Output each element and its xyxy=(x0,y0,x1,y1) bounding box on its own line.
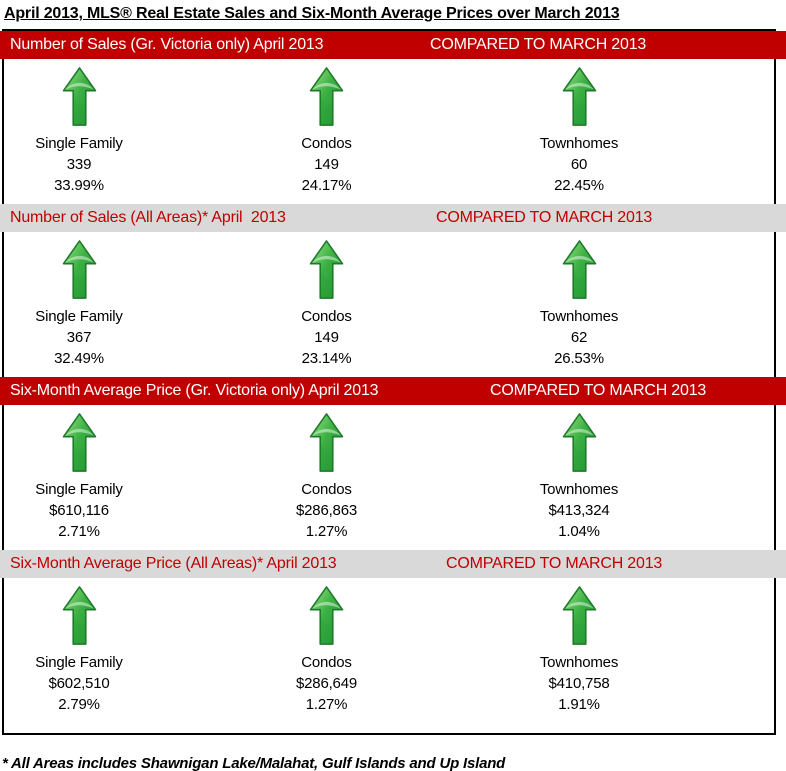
up-arrow-icon xyxy=(499,66,659,130)
stat-label: Single Family xyxy=(35,481,123,498)
up-arrow-icon xyxy=(154,585,499,649)
compared-label: COMPARED TO MARCH 2013 xyxy=(430,36,647,53)
section-title: Number of Sales (All Areas)* April 2013 xyxy=(10,209,286,226)
stat-change: 26.53% xyxy=(554,350,604,367)
stat-change: 2.71% xyxy=(58,523,100,540)
section-title: Six-Month Average Price (Gr. Victoria on… xyxy=(10,382,379,399)
stat-value: 62 xyxy=(570,329,588,346)
stat-column-single-family: Single Family $610,116 2.71% xyxy=(4,412,154,542)
footnote: * All Areas includes Shawnigan Lake/Mala… xyxy=(2,755,506,771)
stat-label: Condos xyxy=(301,135,352,152)
stat-value: 367 xyxy=(66,329,92,346)
section-body: Single Family $602,510 2.79% Condos $286… xyxy=(4,578,774,733)
stat-column-single-family: Single Family 339 33.99% xyxy=(4,66,154,196)
stat-value: 60 xyxy=(570,156,588,173)
section-body: Single Family 367 32.49% Condos 149 23.1… xyxy=(4,232,774,377)
stat-change: 33.99% xyxy=(54,177,104,194)
stat-column-townhomes: Townhomes 60 22.45% xyxy=(499,66,659,196)
stat-value: 149 xyxy=(314,329,339,346)
stat-change: 32.49% xyxy=(54,350,104,367)
section-body: Single Family $610,116 2.71% Condos $286… xyxy=(4,405,774,550)
stat-value: $413,324 xyxy=(548,502,610,519)
stat-label: Townhomes xyxy=(539,308,619,325)
stat-label: Condos xyxy=(301,308,352,325)
up-arrow-icon xyxy=(499,239,659,303)
stat-column-townhomes: Townhomes $410,758 1.91% xyxy=(499,585,659,715)
stat-change: 24.17% xyxy=(301,177,352,194)
stat-column-townhomes: Townhomes 62 26.53% xyxy=(499,239,659,369)
stat-value: 149 xyxy=(314,156,339,173)
stat-change: 1.04% xyxy=(558,523,600,540)
stat-value: $602,510 xyxy=(48,675,110,692)
stat-change: 22.45% xyxy=(554,177,604,194)
stat-column-condos: Condos $286,649 1.27% xyxy=(154,585,499,715)
up-arrow-icon xyxy=(154,66,499,130)
stat-label: Single Family xyxy=(35,135,123,152)
up-arrow-icon xyxy=(4,412,154,476)
stat-value: $610,116 xyxy=(49,502,109,519)
stat-value: $286,863 xyxy=(296,502,357,519)
compared-label: COMPARED TO MARCH 2013 xyxy=(446,555,663,572)
stat-column-single-family: Single Family $602,510 2.79% xyxy=(4,585,154,715)
stat-change: 1.91% xyxy=(558,696,600,713)
stat-column-single-family: Single Family 367 32.49% xyxy=(4,239,154,369)
stat-label: Townhomes xyxy=(539,654,619,671)
stat-column-condos: Condos $286,863 1.27% xyxy=(154,412,499,542)
section-header-sales-victoria: Number of Sales (Gr. Victoria only) Apri… xyxy=(0,31,786,59)
stat-value: $410,758 xyxy=(548,675,610,692)
section-title: Number of Sales (Gr. Victoria only) Apri… xyxy=(10,36,324,53)
stat-change: 23.14% xyxy=(301,350,352,367)
stat-label: Condos xyxy=(301,654,352,671)
stat-change: 1.27% xyxy=(305,696,348,713)
stat-column-condos: Condos 149 24.17% xyxy=(154,66,499,196)
section-header-sales-all-areas: Number of Sales (All Areas)* April 2013 … xyxy=(0,204,786,232)
section-header-price-victoria: Six-Month Average Price (Gr. Victoria on… xyxy=(0,377,786,405)
stat-change: 2.79% xyxy=(58,696,100,713)
up-arrow-icon xyxy=(4,585,154,649)
compared-label: COMPARED TO MARCH 2013 xyxy=(436,209,653,226)
stat-label: Townhomes xyxy=(539,481,619,498)
up-arrow-icon xyxy=(154,239,499,303)
stat-change: 1.27% xyxy=(305,523,348,540)
stat-label: Condos xyxy=(301,481,352,498)
stat-column-condos: Condos 149 23.14% xyxy=(154,239,499,369)
up-arrow-icon xyxy=(154,412,499,476)
stat-column-townhomes: Townhomes $413,324 1.04% xyxy=(499,412,659,542)
stat-label: Townhomes xyxy=(539,135,619,152)
report-table: Number of Sales (Gr. Victoria only) Apri… xyxy=(0,29,786,735)
section-header-price-all-areas: Six-Month Average Price (All Areas)* Apr… xyxy=(0,550,786,578)
up-arrow-icon xyxy=(499,412,659,476)
stat-label: Single Family xyxy=(35,654,123,671)
section-title: Six-Month Average Price (All Areas)* Apr… xyxy=(10,555,337,572)
compared-label: COMPARED TO MARCH 2013 xyxy=(490,382,707,399)
page-title: April 2013, MLS® Real Estate Sales and S… xyxy=(4,5,620,22)
up-arrow-icon xyxy=(4,239,154,303)
stat-value: $286,649 xyxy=(296,675,357,692)
stat-label: Single Family xyxy=(35,308,123,325)
up-arrow-icon xyxy=(499,585,659,649)
section-body: Single Family 339 33.99% Condos 149 24.1… xyxy=(4,59,774,204)
stat-value: 339 xyxy=(66,156,92,173)
up-arrow-icon xyxy=(4,66,154,130)
